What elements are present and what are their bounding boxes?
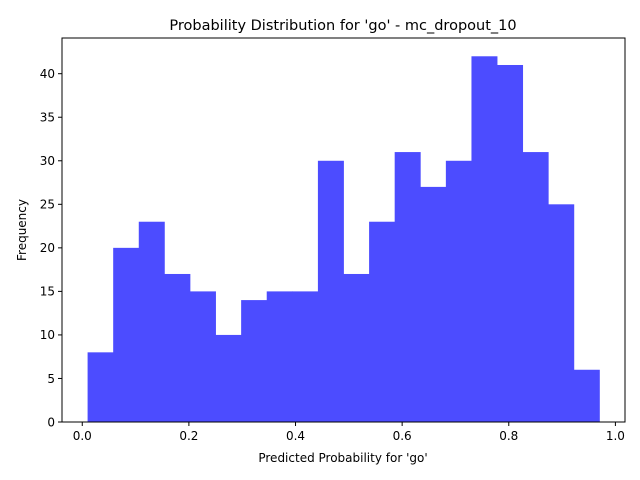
histogram-bar-14 bbox=[420, 186, 447, 422]
histogram-bar-7 bbox=[241, 300, 268, 422]
histogram-bar-16 bbox=[471, 56, 498, 423]
histogram-bar-1 bbox=[87, 352, 114, 422]
y-axis-label: Frequency bbox=[15, 199, 29, 261]
histogram-bar-15 bbox=[445, 160, 472, 422]
histogram-bar-10 bbox=[317, 160, 344, 422]
y-axis-ticks: 0 5 10 15 20 25 30 35 40 bbox=[40, 67, 62, 429]
histogram-bar-18 bbox=[522, 152, 549, 422]
x-axis-ticks: 0.0 0.2 0.4 0.6 0.8 1.0 bbox=[73, 422, 625, 443]
x-tick-label: 0.4 bbox=[286, 429, 305, 443]
histogram-bar-12 bbox=[369, 221, 396, 422]
y-tick-label: 30 bbox=[40, 154, 55, 168]
y-tick-label: 20 bbox=[40, 241, 55, 255]
chart-title: Probability Distribution for 'go' - mc_d… bbox=[169, 18, 516, 34]
histogram-bar-3 bbox=[138, 221, 165, 422]
x-tick-label: 0.0 bbox=[73, 429, 92, 443]
x-tick-label: 0.2 bbox=[179, 429, 198, 443]
bars-group bbox=[87, 56, 600, 423]
x-tick-label: 0.8 bbox=[499, 429, 518, 443]
histogram-bar-2 bbox=[113, 247, 140, 422]
y-tick-label: 0 bbox=[47, 415, 55, 429]
histogram-bar-8 bbox=[266, 291, 293, 422]
histogram-bar-11 bbox=[343, 273, 370, 422]
y-tick-label: 10 bbox=[40, 328, 55, 342]
y-tick-label: 25 bbox=[40, 198, 55, 212]
y-tick-label: 35 bbox=[40, 111, 55, 125]
y-tick-label: 5 bbox=[47, 372, 55, 386]
histogram-bar-9 bbox=[292, 291, 319, 422]
x-tick-label: 1.0 bbox=[606, 429, 625, 443]
histogram-bar-17 bbox=[497, 64, 524, 422]
y-tick-label: 15 bbox=[40, 285, 55, 299]
histogram-bar-4 bbox=[164, 273, 191, 422]
histogram-bar-6 bbox=[215, 334, 242, 422]
x-tick-label: 0.6 bbox=[393, 429, 412, 443]
plot-frame bbox=[61, 37, 626, 423]
histogram-bar-20 bbox=[573, 369, 600, 422]
histogram-bar-5 bbox=[189, 291, 216, 422]
y-tick-label: 40 bbox=[40, 67, 55, 81]
histogram-bar-19 bbox=[548, 204, 575, 422]
histogram-bar-13 bbox=[394, 152, 421, 422]
x-axis-label: Predicted Probability for 'go' bbox=[258, 451, 427, 465]
